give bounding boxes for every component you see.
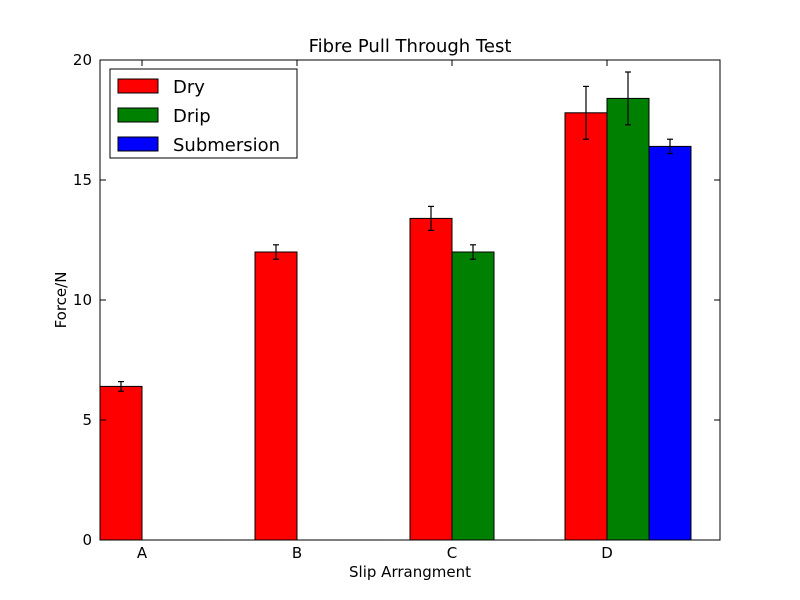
legend-label-drip: Drip xyxy=(173,106,211,127)
legend-swatch-submersion xyxy=(117,136,159,152)
bar-dry-b xyxy=(254,251,298,541)
y-tick-label: 20 xyxy=(73,51,92,69)
legend-swatch-drip xyxy=(117,107,159,123)
bar-dry-d xyxy=(564,112,608,541)
x-tick-label: B xyxy=(292,544,302,562)
bar-drip-d xyxy=(606,97,650,541)
x-axis-label: Slip Arrangment xyxy=(349,563,471,581)
bar-drip-c xyxy=(451,251,495,541)
y-tick-label: 10 xyxy=(73,291,92,309)
plot-frame xyxy=(99,59,721,541)
bars-layer xyxy=(99,71,692,541)
x-tick-label: C xyxy=(447,544,457,562)
x-tick-label: A xyxy=(137,544,148,562)
y-tick-label: 15 xyxy=(73,171,92,189)
x-tick-label: D xyxy=(601,544,613,562)
legend-label-dry: Dry xyxy=(173,77,205,98)
legend-label-submersion: Submersion xyxy=(173,135,280,156)
bar-dry-c xyxy=(409,217,453,541)
bar-submersion-d xyxy=(648,145,692,541)
y-tick-label: 5 xyxy=(82,411,92,429)
bar-dry-a xyxy=(99,385,143,541)
y-tick-label: 0 xyxy=(82,531,92,549)
chart-title: Fibre Pull Through Test xyxy=(309,36,512,57)
ticks-layer: 0 5 10 15 20 A B C D xyxy=(73,51,720,562)
legend: Dry Drip Submersion xyxy=(109,68,298,159)
legend-swatch-dry xyxy=(117,78,159,94)
y-axis-label: Force/N xyxy=(52,272,70,329)
